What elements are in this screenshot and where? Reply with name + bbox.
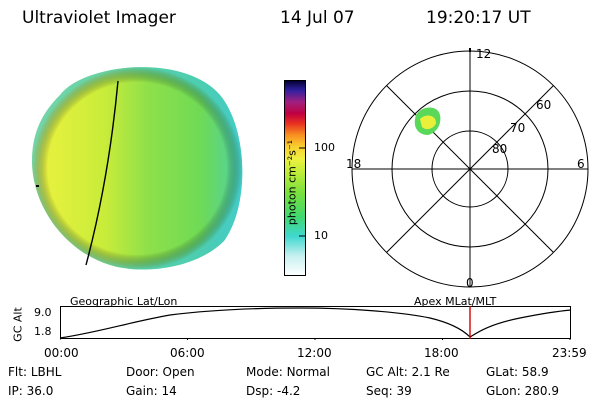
timeline-right-caption: Apex MLat/MLT bbox=[414, 295, 497, 308]
status-glon: GLon: 280.9 bbox=[486, 384, 559, 398]
altitude-timeline bbox=[60, 306, 572, 340]
timeline-tick-2359: 23:59 bbox=[552, 346, 587, 360]
timeline-tick-0600: 06:00 bbox=[170, 346, 205, 360]
app-title: Ultraviolet Imager bbox=[22, 8, 176, 28]
status-glat: GLat: 58.9 bbox=[486, 365, 549, 379]
status-gc-alt: GC Alt: 2.1 Re bbox=[366, 365, 450, 379]
uv-earth-image bbox=[32, 67, 243, 270]
polar-plot bbox=[351, 48, 589, 288]
terminator-line bbox=[85, 80, 119, 266]
status-dsp: Dsp: -4.2 bbox=[246, 384, 301, 398]
mlt-label-6: 6 bbox=[577, 157, 585, 171]
time-label: 19:20:17 UT bbox=[426, 8, 531, 28]
timeline-tick-1800: 18:00 bbox=[424, 346, 459, 360]
status-mode: Mode: Normal bbox=[246, 365, 330, 379]
lat-label-60: 60 bbox=[536, 98, 552, 112]
timeline-tick-0000: 00:00 bbox=[44, 346, 79, 360]
mlt-label-0: 0 bbox=[466, 276, 474, 290]
colorbar-tick-10: 10 bbox=[314, 229, 328, 242]
date-label: 14 Jul 07 bbox=[280, 8, 355, 28]
mlt-label-12: 12 bbox=[476, 47, 492, 61]
timeline-ytick-min: 1.8 bbox=[34, 325, 52, 338]
status-gain: Gain: 14 bbox=[126, 384, 177, 398]
timeline-axis-label: GC Alt bbox=[11, 307, 25, 342]
mlt-label-18: 18 bbox=[346, 157, 362, 171]
colorbar bbox=[284, 80, 306, 276]
status-ip: IP: 36.0 bbox=[8, 384, 54, 398]
timeline-tick-1200: 12:00 bbox=[297, 346, 332, 360]
colorbar-tick-100: 100 bbox=[314, 141, 335, 154]
colorbar-unit-label: photon cm⁻²s⁻¹ bbox=[285, 139, 299, 226]
lat-label-80: 80 bbox=[492, 142, 508, 156]
status-door: Door: Open bbox=[126, 365, 195, 379]
timeline-left-caption: Geographic Lat/Lon bbox=[70, 295, 178, 308]
status-seq: Seq: 39 bbox=[366, 384, 412, 398]
lat-label-70: 70 bbox=[510, 121, 526, 135]
timeline-ytick-max: 9.0 bbox=[34, 306, 52, 319]
status-filter: Flt: LBHL bbox=[8, 365, 62, 379]
altitude-curve bbox=[60, 307, 572, 339]
